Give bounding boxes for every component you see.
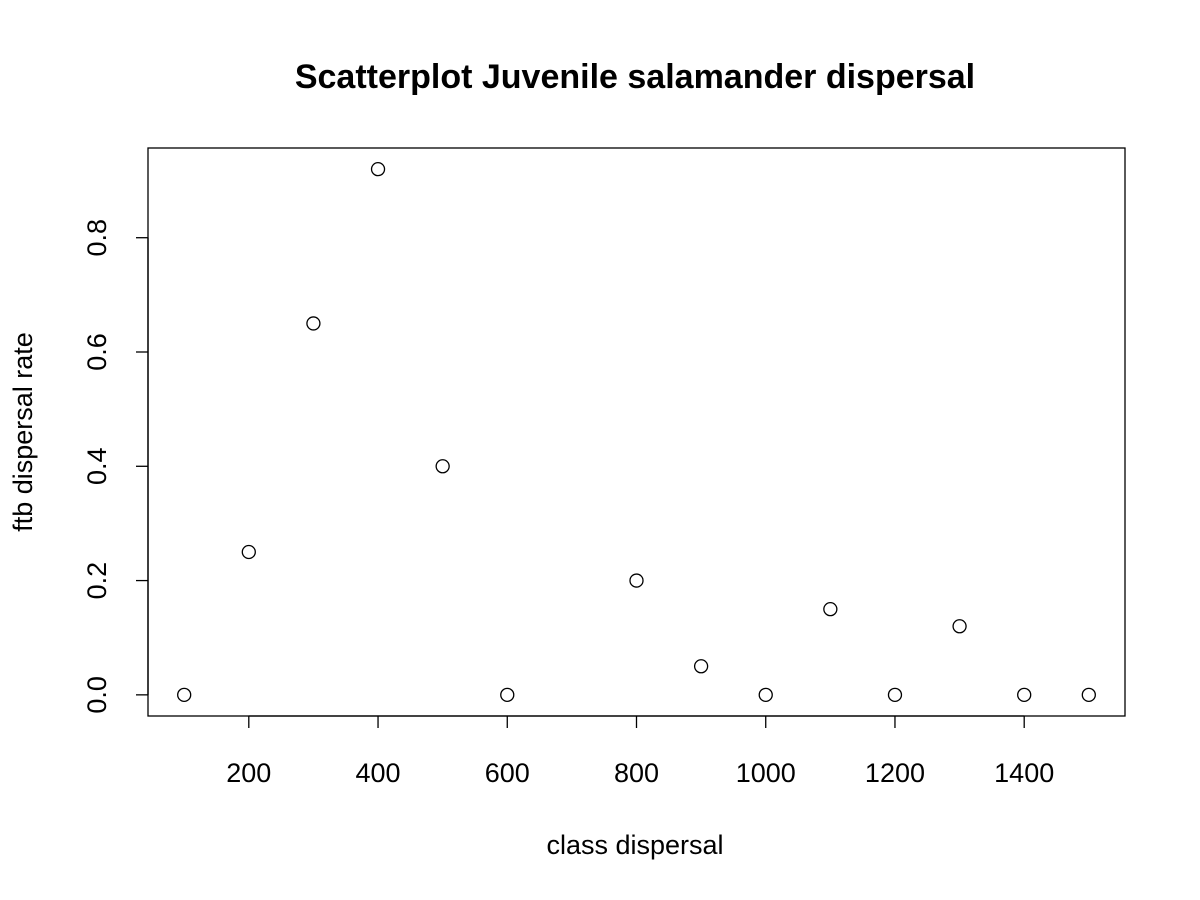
data-points xyxy=(177,161,1096,703)
y-tick-label: 0.0 xyxy=(82,676,112,714)
y-tick-label: 0.4 xyxy=(82,448,112,486)
x-tick-label: 1000 xyxy=(736,758,796,788)
x-tick-label: 200 xyxy=(226,758,271,788)
y-axis: 0.0 0.2 0.4 0.6 0.8 xyxy=(82,219,149,714)
data-point xyxy=(952,619,967,634)
x-axis-label: class dispersal xyxy=(546,830,723,860)
plot-frame xyxy=(147,147,1126,717)
data-point xyxy=(435,459,450,474)
data-point xyxy=(306,316,321,331)
x-axis: 200 400 600 800 1000 1200 1400 xyxy=(226,715,1054,788)
data-point xyxy=(1081,687,1096,703)
data-point xyxy=(693,659,709,674)
x-tick-label: 600 xyxy=(485,758,530,788)
x-tick-label: 400 xyxy=(356,758,401,788)
data-point xyxy=(887,687,903,703)
data-point xyxy=(629,573,644,588)
y-tick-label: 0.2 xyxy=(82,562,112,600)
x-tick-label: 800 xyxy=(614,758,659,788)
y-tick-label: 0.8 xyxy=(82,219,112,257)
x-tick-label: 1200 xyxy=(865,758,925,788)
x-tick-label: 1400 xyxy=(994,758,1054,788)
data-point xyxy=(758,687,773,703)
data-point xyxy=(177,687,192,703)
y-axis-label: ftb dispersal rate xyxy=(8,332,38,532)
y-tick-label: 0.6 xyxy=(82,333,112,371)
data-point xyxy=(370,161,386,177)
data-point xyxy=(241,544,256,560)
data-point xyxy=(1017,687,1032,703)
data-point xyxy=(500,687,515,703)
data-point xyxy=(823,601,838,617)
chart-title: Scatterplot Juvenile salamander dispersa… xyxy=(295,58,975,96)
